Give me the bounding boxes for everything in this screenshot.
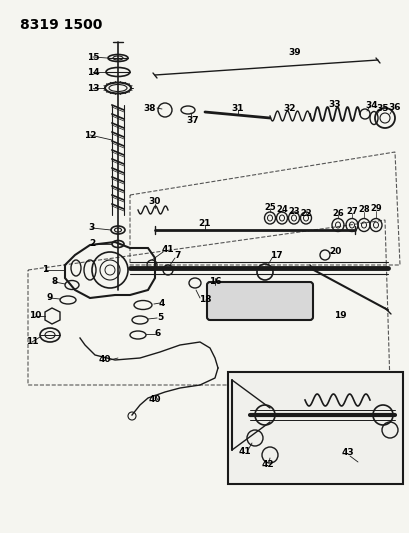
Text: 2: 2: [89, 239, 95, 248]
Text: 13: 13: [87, 84, 99, 93]
Text: 41: 41: [161, 246, 174, 254]
Text: 16: 16: [208, 278, 221, 287]
Text: 1: 1: [42, 265, 48, 274]
Text: 40: 40: [148, 395, 161, 405]
Text: 27: 27: [345, 207, 357, 216]
Text: 24: 24: [275, 205, 287, 214]
Text: 23: 23: [288, 206, 299, 215]
Text: 17: 17: [269, 251, 282, 260]
Text: 41: 41: [238, 448, 251, 456]
Text: 20: 20: [328, 247, 340, 256]
Text: 7: 7: [174, 251, 181, 260]
Text: 18: 18: [198, 295, 211, 304]
Text: 36: 36: [388, 102, 400, 111]
Text: 35: 35: [376, 103, 388, 112]
Text: 12: 12: [83, 131, 96, 140]
Text: 8: 8: [52, 278, 58, 287]
Text: 3: 3: [89, 223, 95, 232]
Text: 34: 34: [365, 101, 378, 109]
Text: 38: 38: [144, 103, 156, 112]
Text: 6: 6: [155, 329, 161, 338]
Text: 19: 19: [333, 311, 346, 319]
Text: 43: 43: [341, 448, 353, 457]
Text: 9: 9: [47, 294, 53, 303]
Text: 10: 10: [29, 311, 41, 320]
Text: 8319 1500: 8319 1500: [20, 18, 102, 32]
Text: 28: 28: [357, 206, 369, 214]
Text: 21: 21: [198, 219, 211, 228]
Bar: [227, 372, 402, 484]
Text: 30: 30: [148, 198, 161, 206]
Text: 29: 29: [369, 204, 381, 213]
Text: 4: 4: [158, 298, 165, 308]
Text: 26: 26: [331, 208, 343, 217]
Text: 40: 40: [99, 356, 111, 365]
FancyBboxPatch shape: [207, 282, 312, 320]
Text: 31: 31: [231, 103, 244, 112]
Text: 37: 37: [186, 116, 199, 125]
Text: 32: 32: [283, 103, 296, 112]
Text: 22: 22: [299, 208, 311, 217]
Text: 33: 33: [328, 100, 340, 109]
Text: 42: 42: [261, 461, 274, 470]
Text: 15: 15: [87, 52, 99, 61]
Text: 11: 11: [26, 337, 38, 346]
Text: 5: 5: [157, 313, 163, 322]
Text: 14: 14: [86, 68, 99, 77]
Text: 39: 39: [288, 47, 301, 56]
Text: 25: 25: [263, 203, 275, 212]
